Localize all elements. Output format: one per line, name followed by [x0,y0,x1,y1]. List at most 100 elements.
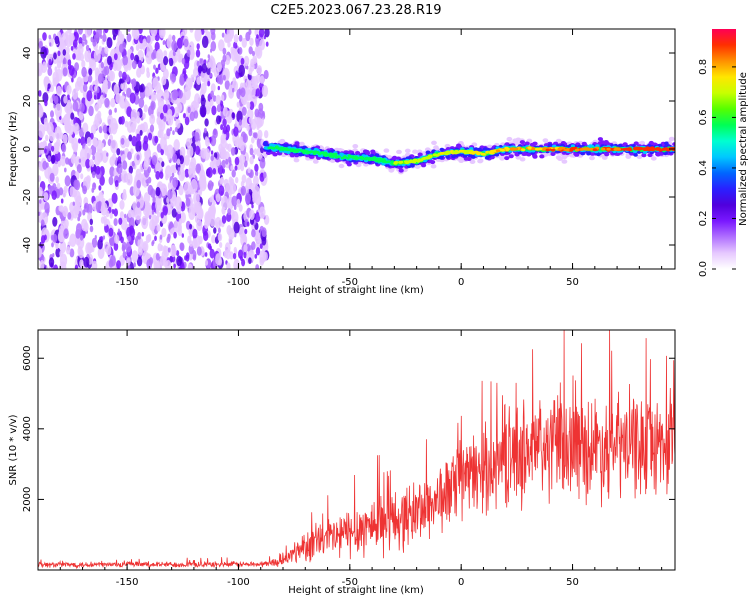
noise-blob [122,160,128,170]
noise-blob [186,145,194,158]
noise-blob [172,177,179,188]
signal-blob [352,144,359,149]
noise-blob [245,79,251,88]
noise-blob [75,264,78,269]
noise-blob [93,30,96,36]
noise-blob [248,46,253,55]
noise-blob [84,29,92,38]
noise-blob [243,251,247,259]
noise-blob [77,52,82,61]
noise-blob [130,52,135,61]
noise-blob [238,64,245,78]
noise-blob [240,188,244,193]
noise-blob [40,219,45,227]
noise-blob [240,57,245,65]
noise-blob [136,67,142,78]
noise-blob [150,188,156,198]
noise-blob [45,162,49,168]
noise-blob [85,242,92,255]
noise-blob [44,148,47,154]
noise-blob [74,179,81,191]
noise-blob [175,119,181,129]
signal-blob [329,158,336,163]
noise-blob [111,192,118,204]
noise-blob [38,104,43,117]
signal-blob [398,168,404,173]
noise-blob [46,76,50,83]
signal-blob [364,156,369,160]
noise-blob [58,187,64,196]
signal-blob [383,148,390,153]
noise-blob [171,73,177,83]
noise-blob [148,257,154,266]
noise-blob [222,118,227,127]
noise-blob [84,144,89,152]
noise-blob [67,29,72,35]
signal-blob [589,155,595,161]
noise-blob [50,84,54,93]
noise-blob [97,246,105,259]
noise-blob [81,60,86,68]
noise-blob [71,138,75,144]
noise-blob [255,230,260,240]
signal-blob [542,138,549,143]
noise-blob [172,34,176,42]
noise-blob [79,103,85,113]
noise-blob [135,44,140,51]
noise-blob [251,204,254,209]
noise-blob [127,61,132,71]
noise-blob [203,230,209,242]
signal-blob [633,153,638,157]
noise-blob [178,223,182,232]
signal-blob [377,158,381,161]
noise-blob [162,206,168,216]
noise-blob [110,97,116,108]
noise-blob [207,80,211,87]
noise-blob [108,109,113,116]
noise-blob [154,41,160,52]
noise-blob [210,155,214,162]
noise-blob [124,98,128,106]
noise-blob [73,122,80,135]
noise-blob [136,115,141,124]
noise-blob [53,104,56,109]
noise-blob [205,105,211,115]
signal-blob [335,155,339,159]
noise-blob [95,165,101,175]
noise-blob [120,137,125,145]
noise-blob [169,126,173,132]
noise-blob [76,76,83,87]
noise-blob [192,100,197,108]
signal-blob [625,154,632,159]
noise-blob [66,84,72,95]
signal-blob [597,137,604,142]
noise-blob [49,97,54,104]
noise-blob [81,218,88,232]
noise-blob [234,165,238,171]
noise-blob [241,37,247,48]
noise-blob [48,58,52,66]
noise-blob [59,250,63,258]
noise-blob [176,205,182,215]
signal-blob [293,158,300,163]
noise-blob [255,247,261,256]
noise-blob [249,85,256,98]
noise-blob [91,171,96,179]
noise-blob [49,172,55,182]
noise-blob [117,176,121,183]
noise-blob [220,94,225,102]
noise-blob [54,103,62,118]
noise-blob [125,172,133,186]
noise-blob [152,239,155,245]
noise-blob [91,260,98,269]
noise-blob [172,130,175,136]
noise-blob [136,111,140,118]
noise-blob [249,147,254,156]
noise-blob [259,157,266,169]
noise-blob [155,162,162,173]
noise-blob [207,167,213,178]
noise-blob [148,215,152,220]
noise-blob [97,110,102,119]
noise-blob [246,221,250,227]
noise-blob [263,69,269,80]
